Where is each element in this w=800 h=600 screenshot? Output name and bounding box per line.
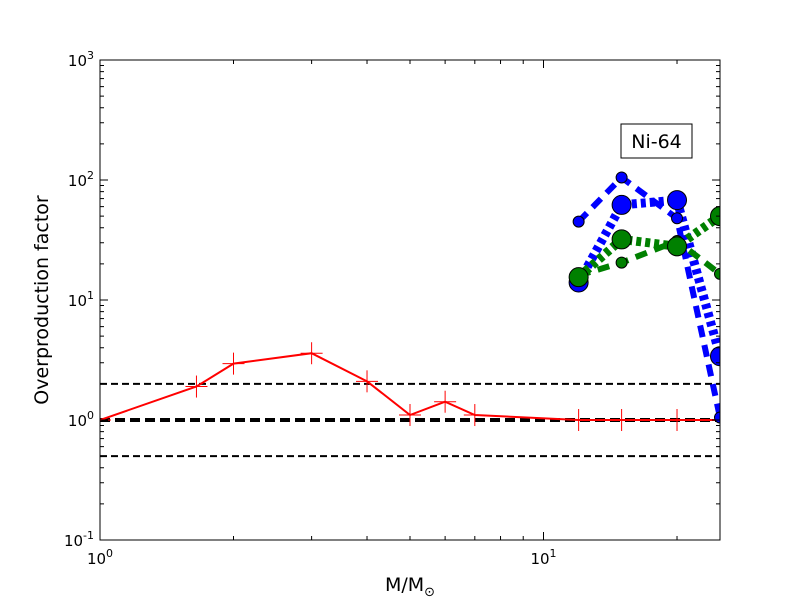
series-3-point-1 xyxy=(615,256,628,269)
series-4-point-0 xyxy=(568,267,589,288)
series-0-point-4 xyxy=(356,370,379,393)
series-2-line xyxy=(574,195,720,358)
y-axis-label: Overproduction factor xyxy=(31,195,53,405)
axis-ticks xyxy=(99,59,720,541)
x-tick-label-1: 101 xyxy=(530,547,556,568)
series-3-point-3 xyxy=(714,267,720,280)
series-0-point-5 xyxy=(399,404,421,427)
series-4-line xyxy=(575,212,720,281)
y-tick-label-4: 103 xyxy=(68,49,94,70)
series-2-point-3 xyxy=(710,346,720,367)
series-1-point-1 xyxy=(615,171,628,184)
series-0-point-9 xyxy=(610,409,633,431)
y-tick-label-0: 10-1 xyxy=(64,529,94,550)
series-4-point-1 xyxy=(611,229,632,250)
annotation-border xyxy=(620,123,693,159)
series-2-point-2 xyxy=(667,190,688,211)
y-tick-label-1: 100 xyxy=(68,409,94,430)
series-0-point-3 xyxy=(300,342,323,365)
series-0-point-1 xyxy=(185,375,208,398)
series-2-point-1 xyxy=(611,194,632,215)
y-tick-label-2: 101 xyxy=(68,289,94,310)
series-4-point-3 xyxy=(710,206,720,227)
series-0-point-10 xyxy=(666,409,689,431)
series-lines xyxy=(100,173,720,421)
series-0-point-6 xyxy=(434,390,457,413)
series-0-point-7 xyxy=(463,404,486,427)
x-tick-label-0: 100 xyxy=(87,547,113,568)
series-markers xyxy=(100,171,720,431)
series-3-line xyxy=(577,237,720,279)
series-0-point-2 xyxy=(222,352,245,375)
y-tick-label-3: 102 xyxy=(68,169,94,190)
x-axis-label: M/M⊙ xyxy=(385,574,435,600)
series-4-point-2 xyxy=(667,236,688,257)
series-1-point-2 xyxy=(671,212,684,225)
series-1-line xyxy=(576,173,720,419)
series-0-point-8 xyxy=(567,409,590,431)
annotation-label: Ni-64 xyxy=(631,131,682,153)
series-1-point-0 xyxy=(572,215,585,228)
annotation-box: Ni-64 xyxy=(620,123,693,159)
